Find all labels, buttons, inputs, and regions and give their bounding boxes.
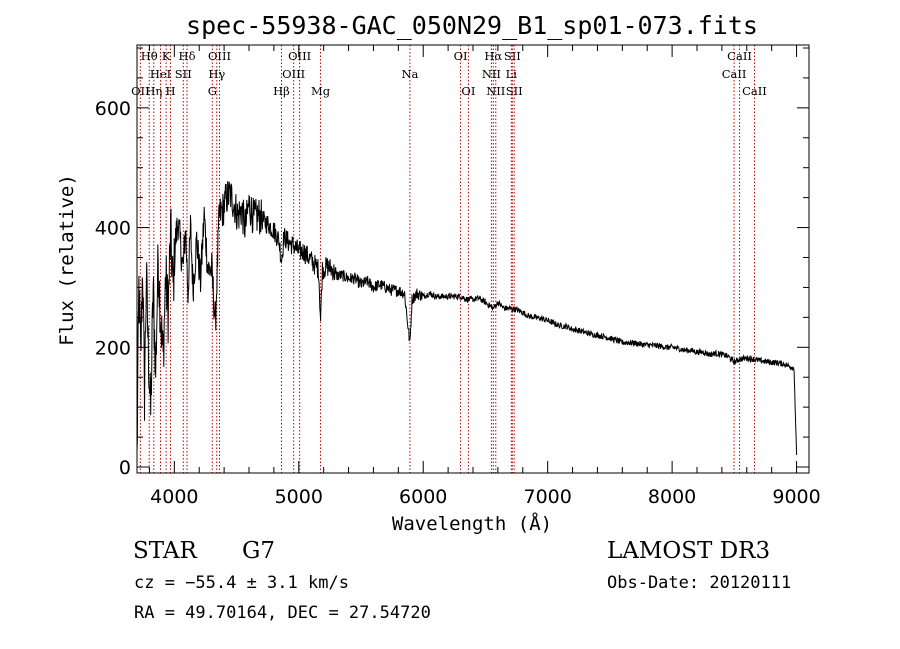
obs-date: Obs-Date: 20120111	[607, 573, 792, 593]
y-tick-label: 600	[95, 98, 131, 120]
spectral-line-label: Mg	[311, 84, 331, 98]
axis-ticks: 4000 5000 6000 7000 8000 9000 0 200 400 600	[95, 45, 821, 508]
spectral-line-label: CaII	[727, 49, 752, 63]
spectral-line-label: Hδ	[179, 49, 196, 63]
spectral-line-label: SII	[506, 84, 523, 98]
spectral-line-label: OIII	[282, 67, 305, 81]
y-tick-label: 400	[95, 218, 131, 240]
x-tick-label: 7000	[523, 486, 571, 508]
plot-frame	[136, 44, 810, 474]
spectral-line-label: Hθ	[141, 49, 158, 63]
spectrum-series	[137, 181, 798, 456]
spectral-line-labels: OIIHθHηHeIKHSIIHδGHγOIIIHβOIIIOIIIMgNaOI…	[131, 49, 767, 98]
spectral-line-label: H	[165, 84, 175, 98]
object-subclass: G7	[242, 538, 276, 564]
x-tick-label: 8000	[648, 486, 696, 508]
spectral-line-label: G	[208, 84, 217, 98]
spectral-line-label: Na	[401, 67, 418, 81]
spectral-line-label: OIII	[208, 49, 231, 63]
spectral-line-label: CaII	[742, 84, 767, 98]
spectral-line-label: NII	[486, 84, 505, 98]
spectral-line-label: SII	[175, 67, 192, 81]
spectral-line-label: OI	[461, 84, 475, 98]
spectral-line-label: OIII	[288, 49, 311, 63]
y-tick-label: 200	[95, 337, 131, 359]
spectral-line-label: HeI	[150, 67, 171, 81]
spectral-line-label: OI	[454, 49, 468, 63]
y-axis-label: Flux (relative)	[56, 174, 78, 346]
spectral-line-label: Li	[506, 67, 518, 81]
coordinates: RA = 49.70164, DEC = 27.54720	[134, 603, 431, 623]
x-tick-label: 6000	[399, 486, 447, 508]
x-axis-label: Wavelength (Å)	[392, 512, 552, 535]
x-tick-label: 5000	[275, 486, 323, 508]
spectral-line-label: Hβ	[273, 84, 290, 98]
spectral-line-label: SII	[504, 49, 521, 63]
spectral-line-label: OII	[131, 84, 150, 98]
survey-name: LAMOST DR3	[607, 538, 771, 564]
spectral-line-label: NII	[482, 67, 501, 81]
x-tick-label: 4000	[150, 486, 198, 508]
y-tick-label: 0	[119, 457, 131, 479]
spectral-line-markers	[139, 45, 755, 473]
x-tick-label: 9000	[772, 486, 820, 508]
spectral-line-label: Hγ	[208, 67, 225, 81]
object-class: STAR	[133, 538, 197, 564]
spectral-line-label: Hα	[484, 49, 502, 63]
spectrum-line	[137, 181, 798, 456]
spectral-line-label: CaII	[722, 67, 747, 81]
spectral-line-label: K	[162, 49, 171, 63]
spectral-line-label: Hη	[145, 84, 162, 98]
redshift-text: cz = −55.4 ± 3.1 km/s	[134, 573, 349, 593]
chart-title: spec-55938-GAC_050N29_B1_sp01-073.fits	[186, 11, 758, 40]
